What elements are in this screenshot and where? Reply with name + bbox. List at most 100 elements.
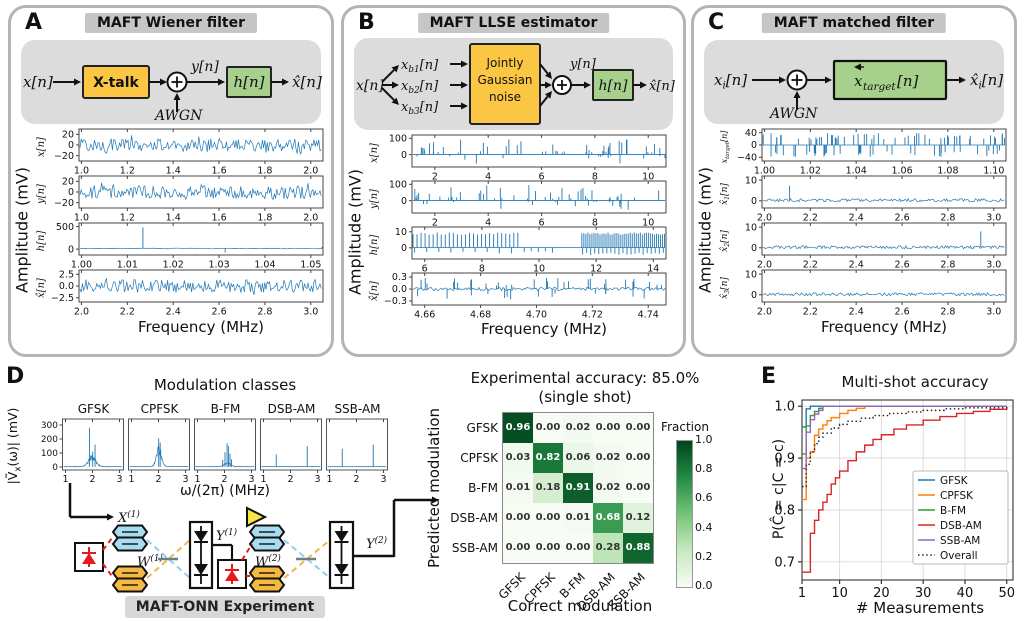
confusion-cell-SSB-AM-B-FM: 0.00 bbox=[563, 533, 593, 563]
confusion-cell-SSB-AM-DSB-AM: 0.28 bbox=[593, 533, 623, 563]
svg-text:2.4: 2.4 bbox=[166, 307, 181, 318]
plot-c-2: 10 02.0 2.2 2.4 2.6 2.8 3.0 x̂2​[n] bbox=[719, 222, 1007, 271]
svg-text:x[n]: x[n] bbox=[23, 73, 53, 91]
svg-text:2: 2 bbox=[353, 474, 359, 485]
svg-text:1.02: 1.02 bbox=[800, 166, 821, 177]
plot-b-0: 100 0 2 4 6 8 10 x[n] bbox=[369, 133, 667, 183]
svg-text:0: 0 bbox=[68, 140, 74, 151]
colorbar-label: Fraction bbox=[661, 420, 709, 434]
panel-c-diagram-svg: xi​[n] AWGN xtarget[n] x̂i​[n] bbox=[714, 59, 1003, 122]
svg-text:2.0: 2.0 bbox=[757, 307, 772, 318]
svg-text:2.0: 2.0 bbox=[303, 213, 318, 224]
svg-text:−20: −20 bbox=[54, 151, 74, 162]
spectra-xlabel: ω/(2π) (MHz) bbox=[179, 483, 271, 499]
panel-b-block-diagram: x[n] xb1​[n] xb2​[n] xb3​[n] Jointly Gaussian… bbox=[354, 38, 676, 130]
svg-text:1.00: 1.00 bbox=[754, 166, 775, 177]
svg-text:1: 1 bbox=[62, 474, 68, 485]
svg-text:2.8: 2.8 bbox=[940, 213, 955, 224]
svg-text:1.4: 1.4 bbox=[166, 166, 181, 177]
svg-text:0: 0 bbox=[68, 244, 74, 255]
svg-text:40: 40 bbox=[957, 586, 974, 601]
colorbar bbox=[676, 440, 693, 588]
svg-text:x̂2​[n]: x̂2​[n] bbox=[719, 230, 731, 252]
svg-text:1.01: 1.01 bbox=[117, 260, 138, 271]
svg-text:2: 2 bbox=[432, 172, 438, 183]
panel-a-ylabel: Amplitude (mV) bbox=[12, 166, 32, 294]
svg-text:2: 2 bbox=[155, 474, 161, 485]
confusion-xlabel: Correct modulation bbox=[507, 597, 653, 615]
panel-a-diagram-svg: x[n] X-talk AWGN y[n] h[n] x̂[n] bbox=[23, 59, 322, 124]
svg-text:10: 10 bbox=[642, 172, 654, 183]
svg-text:x̂3​[n]: x̂3​[n] bbox=[719, 277, 731, 299]
svg-text:2.4: 2.4 bbox=[849, 213, 864, 224]
plot-c-1: 10 02.0 2.2 2.4 2.6 2.8 3.0 x̂1​[n] bbox=[719, 175, 1007, 224]
svg-text:y[n]: y[n] bbox=[190, 59, 219, 75]
svg-text:0.7: 0.7 bbox=[774, 555, 795, 570]
panel-a-title: MAFT Wiener filter bbox=[85, 13, 257, 33]
panel-b-ylabel: Amplitude (mV) bbox=[345, 168, 365, 296]
svg-text:1.4: 1.4 bbox=[166, 213, 181, 224]
spectrum-B-FM: 1 2 3 bbox=[194, 418, 256, 485]
svg-text:0.0: 0.0 bbox=[59, 281, 74, 292]
svg-text:4.74: 4.74 bbox=[638, 310, 659, 321]
svg-text:y[n]: y[n] bbox=[36, 184, 47, 205]
svg-text:0: 0 bbox=[401, 150, 407, 161]
svg-text:x̂1​[n]: x̂1​[n] bbox=[719, 183, 731, 205]
svg-text:−2.5: −2.5 bbox=[51, 293, 74, 304]
panel-c-xlabel: Frequency (MHz) bbox=[820, 318, 948, 336]
svg-text:1.8: 1.8 bbox=[257, 166, 272, 177]
svg-text:0: 0 bbox=[401, 243, 407, 254]
svg-text:0: 0 bbox=[751, 290, 757, 301]
confusion-cell-DSB-AM-CPFSK: 0.00 bbox=[533, 503, 563, 533]
svg-text:2.0: 2.0 bbox=[757, 260, 772, 271]
svg-text:2.2: 2.2 bbox=[803, 307, 818, 318]
svg-text:0.8: 0.8 bbox=[774, 503, 795, 518]
svg-text:4.68: 4.68 bbox=[470, 310, 491, 321]
spectrum-title: GFSK bbox=[77, 402, 110, 416]
panel-c-ylabel: Amplitude (mV) bbox=[695, 166, 715, 294]
confusion-cell-CPFSK-GFSK: 0.03 bbox=[503, 443, 533, 473]
svg-text:2.5: 2.5 bbox=[59, 269, 74, 280]
plot-b-3: 0.30.0−0.3 4.66 4.68 4.70 4.72 4.74 x̂[n] bbox=[369, 272, 667, 321]
svg-text:1.2: 1.2 bbox=[120, 213, 135, 224]
spectrum-title: CPFSK bbox=[140, 402, 179, 416]
svg-text:0: 0 bbox=[52, 463, 58, 473]
colorbar-tick: 1.0 bbox=[695, 433, 713, 446]
svg-text:h[n]: h[n] bbox=[233, 73, 264, 91]
svg-text:2: 2 bbox=[89, 474, 95, 485]
svg-text:1.02: 1.02 bbox=[163, 260, 184, 271]
panel-a-xlabel: Frequency (MHz) bbox=[137, 318, 265, 336]
svg-text:0: 0 bbox=[751, 140, 757, 151]
svg-text:3: 3 bbox=[380, 474, 386, 485]
plot-c-3: 10 02.0 2.2 2.4 2.6 2.8 3.0 x̂3​[n] bbox=[719, 269, 1007, 318]
legend-label-DSB-AM: DSB-AM bbox=[940, 520, 982, 532]
svg-text:3.0: 3.0 bbox=[303, 307, 318, 318]
svg-text:x̂[n]: x̂[n] bbox=[649, 79, 676, 94]
svg-text:h[n]: h[n] bbox=[599, 78, 628, 94]
svg-text:2.4: 2.4 bbox=[849, 307, 864, 318]
series-SSB-AM bbox=[802, 405, 1007, 470]
colorbar-tick: 0.6 bbox=[695, 491, 713, 505]
svg-text:x̂i​[n]: x̂i​[n] bbox=[970, 71, 1003, 91]
svg-text:0.9: 0.9 bbox=[774, 452, 795, 467]
confusion-row-label: GFSK bbox=[466, 421, 498, 435]
svg-text:14: 14 bbox=[647, 264, 659, 275]
svg-text:x̂[n]: x̂[n] bbox=[369, 281, 380, 301]
svg-text:6: 6 bbox=[539, 172, 545, 183]
svg-text:3: 3 bbox=[314, 474, 320, 485]
confusion-grid: 0.96 0.00 0.02 0.00 0.00 0.03 0.82 0.06 0.02 0.00… bbox=[502, 412, 654, 564]
svg-text:1.05: 1.05 bbox=[300, 260, 321, 271]
panel-c-block-diagram: xi​[n] AWGN xtarget[n] x̂i​[n] bbox=[704, 40, 1004, 124]
svg-text:10: 10 bbox=[642, 218, 654, 229]
spectrum-SSB-AM: 1 2 3 bbox=[326, 418, 388, 485]
svg-text:20: 20 bbox=[873, 586, 890, 601]
plot-a-1: 200−201.0 1.2 1.4 1.6 1.8 2.0 y[n] bbox=[36, 175, 324, 224]
spectrum-title: SSB-AM bbox=[334, 402, 381, 416]
svg-text:2.8: 2.8 bbox=[257, 307, 272, 318]
svg-text:h[n]: h[n] bbox=[36, 231, 47, 252]
panel-a: A MAFT Wiener filter x[n] X-talk AWGN y[n] h… bbox=[8, 5, 334, 357]
confusion-row-label: SSB-AM bbox=[451, 541, 498, 555]
panel-b-title: MAFT LLSE estimator bbox=[417, 13, 610, 33]
series-GFSK bbox=[802, 405, 1007, 428]
panel-d-letter: D bbox=[6, 364, 25, 389]
